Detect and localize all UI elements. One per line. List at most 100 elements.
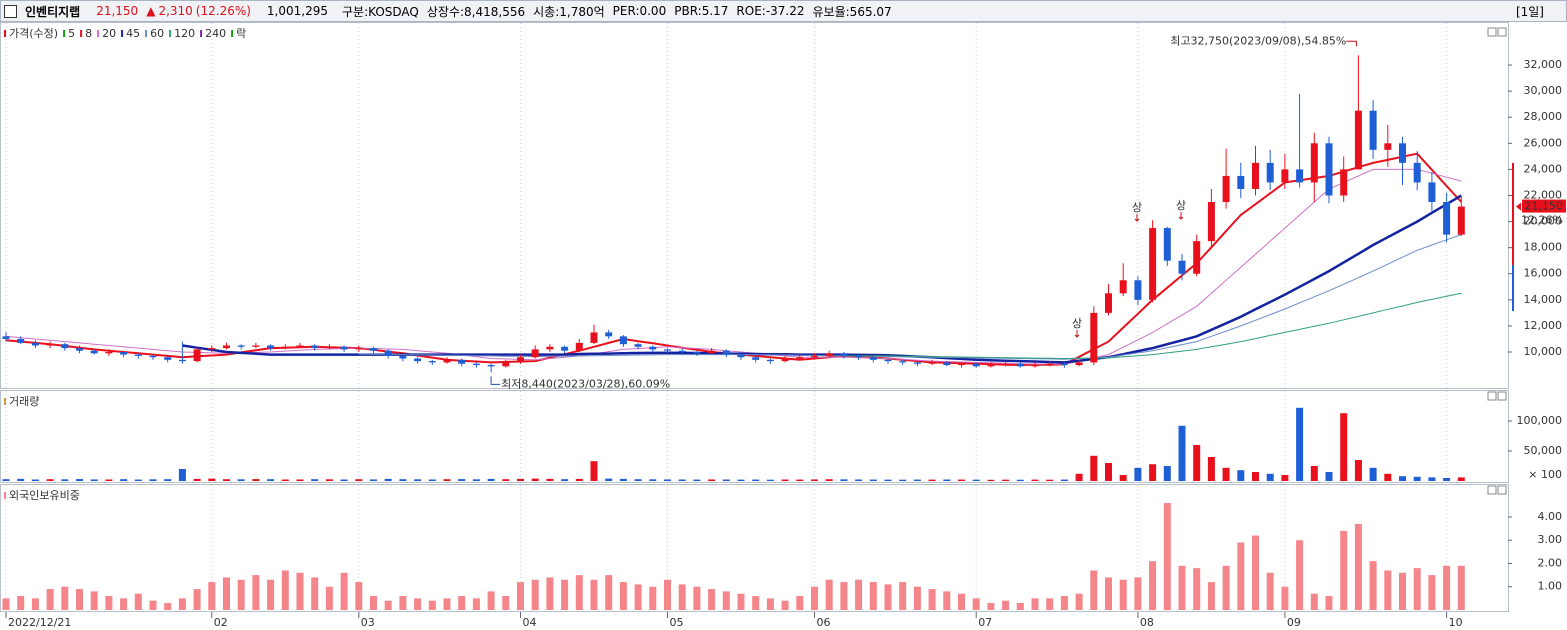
window-button[interactable]	[1497, 391, 1507, 401]
candle-body	[443, 359, 451, 363]
bar	[1325, 596, 1333, 610]
bar	[164, 603, 172, 610]
bar	[825, 479, 833, 481]
shares: 상장수:8,418,556	[426, 4, 526, 19]
candle-body	[811, 355, 818, 358]
stock-name: 인벤티지랩	[25, 4, 81, 19]
bar	[1443, 565, 1451, 610]
bar	[752, 596, 760, 610]
y-tick-label: 26,000	[1524, 136, 1563, 149]
bar	[76, 589, 83, 610]
bar	[1281, 586, 1289, 610]
bar	[281, 479, 289, 481]
legend-swatch	[200, 30, 203, 37]
window-button[interactable]	[1497, 485, 1507, 495]
frame	[0, 22, 1514, 612]
candle-body	[913, 362, 921, 364]
bar	[31, 598, 39, 610]
bar	[1413, 476, 1421, 481]
x-tick-label: 03	[361, 616, 375, 629]
x-tick-label: 02	[214, 616, 228, 629]
checkbox[interactable]	[4, 4, 17, 18]
candle-body	[1090, 312, 1098, 363]
ma-line	[5, 168, 1462, 365]
window-button[interactable]	[1487, 391, 1497, 401]
candle-body	[1252, 162, 1259, 189]
bar	[281, 570, 289, 610]
bar	[517, 478, 524, 481]
candle-body	[472, 363, 480, 366]
bar	[472, 479, 480, 481]
bar	[1178, 565, 1186, 610]
bar	[1119, 579, 1127, 610]
candle-body	[1105, 293, 1112, 313]
period[interactable]: [1일]	[1515, 4, 1544, 19]
change: 2,310	[158, 4, 193, 18]
bar	[1384, 473, 1392, 481]
candle-body	[1413, 162, 1421, 183]
bar	[1119, 475, 1127, 481]
bar	[414, 479, 422, 481]
bar	[869, 582, 877, 610]
bar	[517, 582, 524, 610]
bar	[267, 479, 275, 481]
bar	[1134, 467, 1142, 481]
candle-body	[325, 346, 333, 349]
bar	[458, 479, 466, 481]
bar	[267, 579, 275, 610]
bar	[1457, 565, 1465, 610]
candle-body	[1428, 182, 1436, 202]
bar	[1060, 596, 1068, 610]
candle-body	[634, 344, 642, 347]
ma-line	[843, 292, 1462, 360]
bar	[840, 582, 848, 610]
panel-title: 거래량	[9, 395, 39, 408]
bar	[2, 598, 10, 610]
candle-body	[752, 357, 760, 360]
candle-body	[619, 336, 627, 345]
bar	[1163, 466, 1171, 481]
candle-body	[1046, 363, 1054, 366]
bar	[913, 479, 921, 481]
candle-body	[1193, 241, 1201, 274]
candle-body	[1149, 228, 1157, 300]
x-tick-label: 04	[523, 616, 537, 629]
window-button[interactable]	[1487, 27, 1497, 37]
bar	[796, 479, 804, 481]
bar	[46, 589, 54, 610]
x-tick-label: 05	[670, 616, 684, 629]
candle-body	[61, 344, 69, 349]
bar	[325, 586, 333, 610]
bar	[708, 479, 716, 481]
bar	[134, 479, 142, 481]
bar	[120, 479, 128, 481]
bar	[1046, 598, 1054, 610]
candle-body	[561, 346, 569, 351]
pbr: PBR:5.17	[674, 4, 729, 18]
bar	[1090, 570, 1098, 610]
bar	[605, 478, 613, 481]
candle-body	[193, 349, 201, 362]
bar	[664, 579, 671, 610]
ma-line	[358, 234, 1462, 360]
candle-body	[1443, 202, 1451, 235]
window-button[interactable]	[1487, 485, 1497, 495]
bar	[1031, 598, 1039, 610]
bar	[76, 479, 83, 481]
bar	[1252, 472, 1259, 481]
candle-body	[414, 358, 422, 362]
y-tick-label: 10,000	[1524, 345, 1563, 358]
candle-body	[502, 362, 510, 367]
candle-body	[296, 345, 304, 347]
window-button[interactable]	[1497, 27, 1507, 37]
candle-body	[1369, 110, 1377, 150]
bar	[1281, 475, 1289, 481]
bar	[708, 589, 716, 610]
bar	[1296, 540, 1304, 610]
bar	[1149, 464, 1157, 481]
bar	[796, 596, 804, 610]
candle-body	[928, 362, 936, 364]
y-tick-label: 18,000	[1524, 241, 1563, 254]
bar	[928, 589, 936, 610]
bar	[943, 591, 951, 610]
